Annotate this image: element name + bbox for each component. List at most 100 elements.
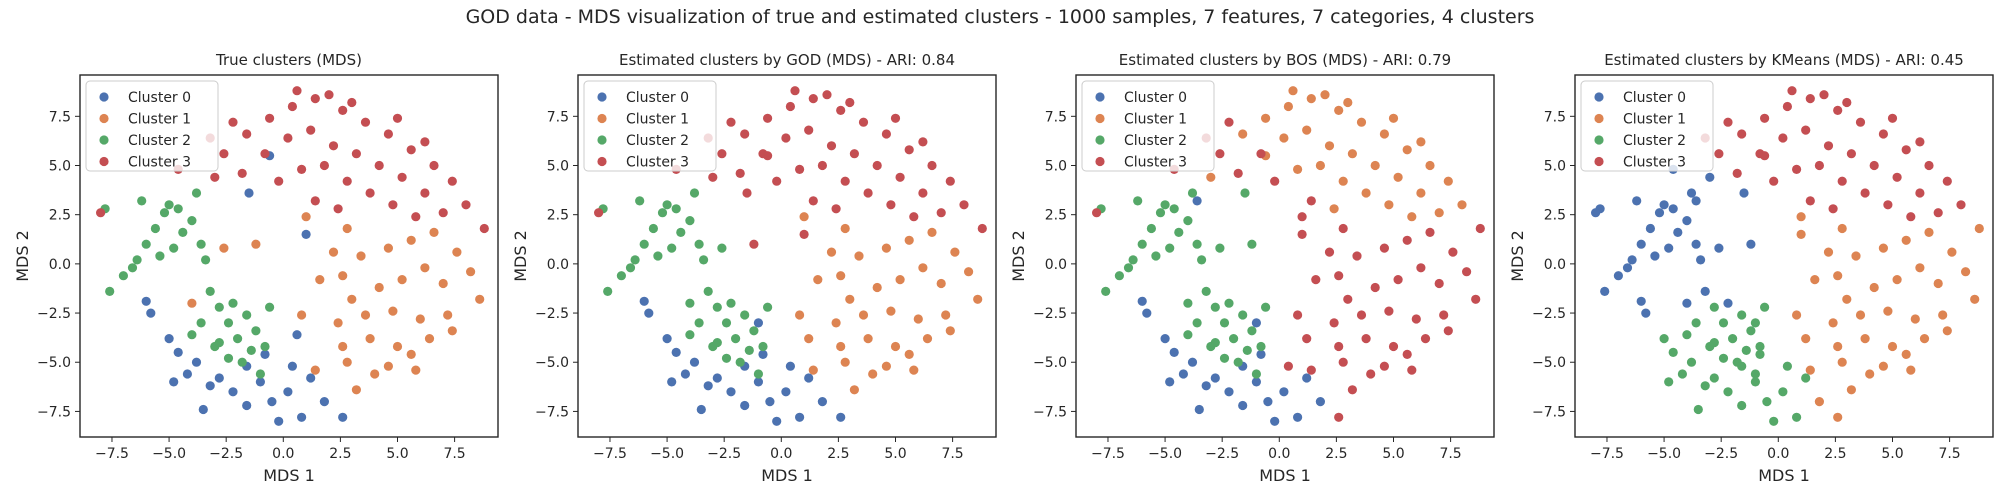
data-point xyxy=(338,412,348,422)
data-point xyxy=(890,341,901,352)
data-point xyxy=(1796,229,1806,239)
data-point xyxy=(799,212,809,222)
data-point xyxy=(740,129,750,139)
legend-label: Cluster 2 xyxy=(128,133,191,149)
data-point xyxy=(1407,365,1417,375)
legend-marker xyxy=(99,135,109,145)
data-point xyxy=(849,385,860,395)
data-point xyxy=(927,227,937,237)
data-point xyxy=(205,381,215,391)
data-point xyxy=(292,86,302,96)
data-point xyxy=(1233,168,1243,178)
data-point xyxy=(1128,255,1138,265)
data-point xyxy=(310,196,320,206)
data-point xyxy=(1443,326,1453,336)
data-point xyxy=(1668,347,1678,357)
data-point xyxy=(228,298,238,308)
chart-2-title: Estimated clusters by GOD (MDS) - ARI: 0… xyxy=(619,51,955,69)
x-tick-label: −5.0 xyxy=(152,446,186,462)
data-point xyxy=(1334,271,1344,281)
data-point xyxy=(1924,227,1934,237)
legend-marker xyxy=(597,135,607,145)
chart-2: −7.5 −5.0 −2.5 0.0 2.5 5.0 7.5 −7.5 −5.0 −2.5 0.0 2… xyxy=(511,51,997,485)
data-point xyxy=(1256,149,1266,159)
data-point xyxy=(1746,326,1756,336)
data-point xyxy=(141,239,151,249)
data-point xyxy=(1288,86,1298,96)
data-point xyxy=(1833,341,1843,352)
data-point xyxy=(219,243,229,253)
data-point xyxy=(1416,263,1426,273)
data-point xyxy=(374,282,384,293)
data-point xyxy=(223,353,234,363)
data-point xyxy=(406,349,416,359)
data-point xyxy=(233,334,243,344)
x-tick-label: −7.5 xyxy=(1091,446,1125,462)
data-point xyxy=(795,412,805,422)
data-point xyxy=(1338,176,1348,186)
data-point xyxy=(941,310,951,320)
data-point xyxy=(799,229,809,239)
chart-4-xlabel: MDS 1 xyxy=(1758,466,1810,485)
legend-label: Cluster 0 xyxy=(1623,90,1686,106)
data-point xyxy=(817,160,828,171)
data-point xyxy=(749,239,759,249)
data-point xyxy=(918,137,928,147)
y-tick-label: 0.0 xyxy=(1544,257,1566,273)
data-point xyxy=(831,204,841,214)
data-point xyxy=(863,188,873,198)
data-point xyxy=(1878,361,1888,371)
data-point xyxy=(1709,373,1719,383)
data-point xyxy=(653,251,663,261)
data-point xyxy=(260,341,270,352)
data-point xyxy=(1833,271,1843,281)
data-point xyxy=(237,168,247,178)
data-point xyxy=(1869,282,1879,293)
chart-3-axes-frame xyxy=(1075,74,1495,438)
y-tick-label: −5.0 xyxy=(37,355,71,371)
chart-4-title: Estimated clusters by KMeans (MDS) - ARI… xyxy=(1604,51,1964,69)
data-point xyxy=(118,271,128,281)
data-point xyxy=(1197,255,1207,265)
data-point xyxy=(370,369,380,379)
data-point xyxy=(1155,208,1166,218)
data-point xyxy=(1370,282,1380,293)
data-point xyxy=(808,196,818,206)
data-point xyxy=(927,160,937,171)
data-point xyxy=(854,251,864,261)
data-point xyxy=(1846,149,1856,159)
data-point xyxy=(397,172,407,182)
data-point xyxy=(1297,229,1307,239)
data-point xyxy=(735,357,745,367)
chart-2-ylabel: MDS 2 xyxy=(511,230,530,282)
data-point xyxy=(205,286,215,296)
data-point xyxy=(1762,397,1772,407)
data-point xyxy=(1887,113,1898,123)
data-point xyxy=(260,349,270,359)
figure-suptitle: GOD data - MDS visualization of true and… xyxy=(465,6,1535,28)
data-point xyxy=(164,334,174,344)
data-point xyxy=(429,227,439,237)
data-point xyxy=(228,117,238,127)
x-tick-label: −7.5 xyxy=(1590,446,1624,462)
data-point xyxy=(251,239,261,249)
data-point xyxy=(351,385,361,395)
data-point xyxy=(196,318,206,328)
data-point xyxy=(1693,404,1703,415)
data-point xyxy=(1956,200,1966,210)
data-point xyxy=(1769,416,1779,426)
data-point xyxy=(338,341,348,352)
data-point xyxy=(1251,377,1261,387)
data-point xyxy=(689,357,700,367)
data-point xyxy=(1709,338,1719,348)
data-point xyxy=(406,235,416,245)
data-point xyxy=(1805,94,1815,104)
data-point xyxy=(671,204,681,214)
data-point xyxy=(1270,416,1280,426)
data-point xyxy=(1760,113,1770,123)
data-point xyxy=(1750,369,1760,379)
data-point xyxy=(904,235,914,245)
data-point xyxy=(804,334,814,344)
data-point xyxy=(817,397,828,407)
